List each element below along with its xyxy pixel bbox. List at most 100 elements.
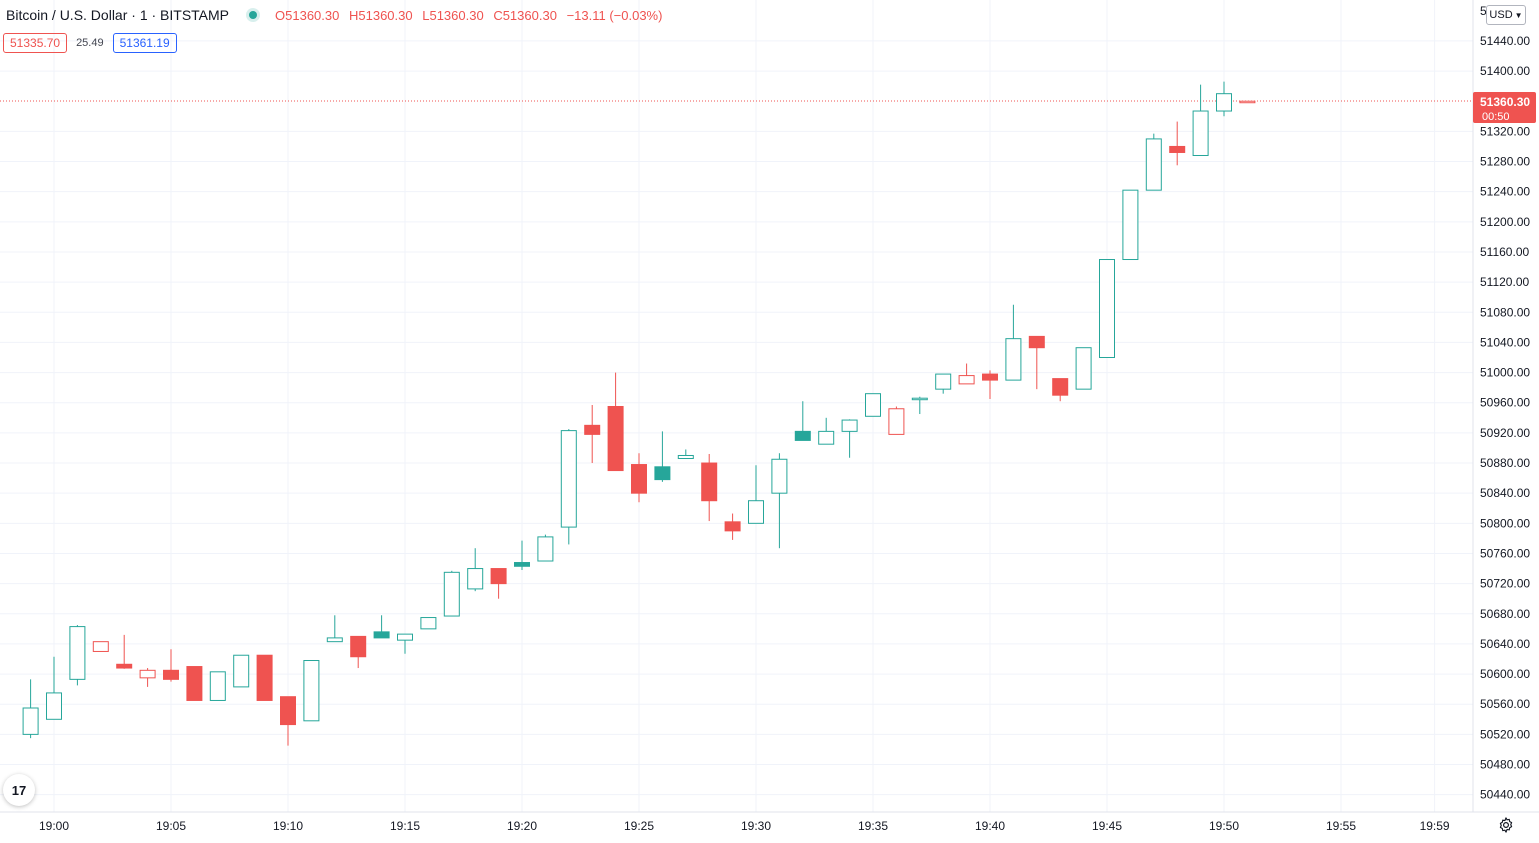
candle xyxy=(1028,335,1045,390)
candle xyxy=(1052,378,1069,402)
price-axis[interactable]: 51440.00 51400.00 51320.00 51280.00 51240.00… xyxy=(1480,34,1530,802)
candle xyxy=(350,635,367,669)
y-tick-label: 51240.00 xyxy=(1480,185,1530,199)
candle xyxy=(46,656,62,720)
ohlc-open: O51360.30 xyxy=(275,7,340,23)
candle xyxy=(701,453,718,522)
y-tick-label: 51120.00 xyxy=(1480,275,1529,289)
x-tick-label: 19:30 xyxy=(741,819,771,833)
candle-body xyxy=(467,568,484,590)
x-tick-label: 19:25 xyxy=(624,819,654,833)
candle-body xyxy=(560,430,577,528)
candle-body xyxy=(818,430,835,445)
x-tick-label: 19:59 xyxy=(1420,819,1450,833)
candle xyxy=(163,649,179,682)
ohlc-high: H51360.30 xyxy=(348,7,413,23)
symbol-title[interactable]: Bitcoin / U.S. Dollar · 1 · BITSTAMP xyxy=(6,7,230,23)
y-tick-label: 50520.00 xyxy=(1480,727,1530,741)
candle-body xyxy=(911,397,928,401)
candle xyxy=(1075,347,1092,390)
y-tick-label: 50720.00 xyxy=(1480,577,1530,591)
candle xyxy=(584,404,601,464)
y-tick-label: 51200.00 xyxy=(1480,215,1530,229)
candle xyxy=(958,363,975,385)
candle-body xyxy=(326,637,343,643)
candle-body xyxy=(607,405,624,472)
candle xyxy=(1005,304,1022,381)
gear-icon[interactable] xyxy=(1497,816,1515,834)
candle xyxy=(443,570,460,617)
y-tick-label: 50880.00 xyxy=(1480,456,1530,470)
candle-body xyxy=(631,464,647,494)
candle-body xyxy=(865,393,881,417)
candle-body xyxy=(92,641,109,652)
candle xyxy=(69,625,86,686)
candle-body xyxy=(1099,259,1115,359)
candle xyxy=(677,449,694,460)
candle-body xyxy=(654,466,671,481)
candle-body xyxy=(373,631,390,639)
candle-body xyxy=(209,671,226,701)
time-axis[interactable]: 19:00 19:05 19:10 19:15 19:20 19:25 19:30 19:35… xyxy=(39,819,1450,833)
candle-body xyxy=(724,521,741,532)
candle-body xyxy=(186,666,203,701)
tradingview-logo[interactable]: 17 xyxy=(3,774,35,806)
candle xyxy=(537,534,554,562)
candle-body xyxy=(1169,145,1186,153)
candle xyxy=(490,568,507,599)
ohlc-low: L51360.30 xyxy=(422,7,484,23)
candle xyxy=(911,396,928,415)
candle xyxy=(397,633,413,654)
y-tick-label: 50920.00 xyxy=(1480,426,1530,440)
candle-body xyxy=(1192,110,1209,156)
candle xyxy=(186,666,203,701)
candle xyxy=(139,668,156,687)
candle xyxy=(233,654,250,688)
candle xyxy=(654,431,671,482)
candle-body xyxy=(677,454,694,460)
currency-button[interactable]: USD ▼ xyxy=(1486,5,1526,25)
price-axis-top-fragment: 5 xyxy=(1480,4,1487,18)
candle-body xyxy=(794,430,811,441)
candle xyxy=(1192,84,1209,156)
candle-body xyxy=(584,424,601,435)
candle-body xyxy=(1239,100,1256,104)
candle-body xyxy=(1122,189,1139,261)
y-tick-label: 50840.00 xyxy=(1480,486,1530,500)
last-price-countdown: 00:50 xyxy=(1482,111,1510,123)
candle-body xyxy=(514,562,530,567)
buy-price-button[interactable]: 51361.19 xyxy=(112,33,177,53)
candle xyxy=(514,540,530,571)
market-status-dot[interactable] xyxy=(249,11,258,19)
candle-body xyxy=(1005,338,1022,381)
y-tick-label: 51320.00 xyxy=(1480,124,1530,138)
candle xyxy=(982,370,998,399)
candle-body xyxy=(420,617,437,630)
x-tick-label: 19:20 xyxy=(507,819,537,833)
y-tick-label: 51440.00 xyxy=(1480,34,1530,48)
candle xyxy=(1122,189,1139,261)
candle-body xyxy=(771,458,788,494)
sell-price-button[interactable]: 51335.70 xyxy=(3,33,68,53)
candle xyxy=(280,696,296,746)
candle-body xyxy=(69,626,86,680)
candle xyxy=(420,617,437,630)
ohlc-change: −13.11 (−0.03%) xyxy=(566,7,663,23)
candle-body xyxy=(163,669,179,680)
y-tick-label: 50800.00 xyxy=(1480,516,1530,530)
x-tick-label: 19:00 xyxy=(39,819,69,833)
candle xyxy=(1169,121,1186,166)
candle xyxy=(1099,259,1115,359)
candle xyxy=(935,373,952,394)
candle xyxy=(209,671,226,701)
candle-body xyxy=(116,663,133,669)
candle xyxy=(1216,81,1232,117)
logo-text: 17 xyxy=(11,782,27,798)
x-tick-label: 19:55 xyxy=(1326,819,1356,833)
candle-body xyxy=(1028,335,1045,349)
candle-body xyxy=(139,669,156,679)
candle-body xyxy=(748,500,764,524)
ohlc-close: C51360.30 xyxy=(493,7,557,23)
candle-body xyxy=(888,408,905,435)
